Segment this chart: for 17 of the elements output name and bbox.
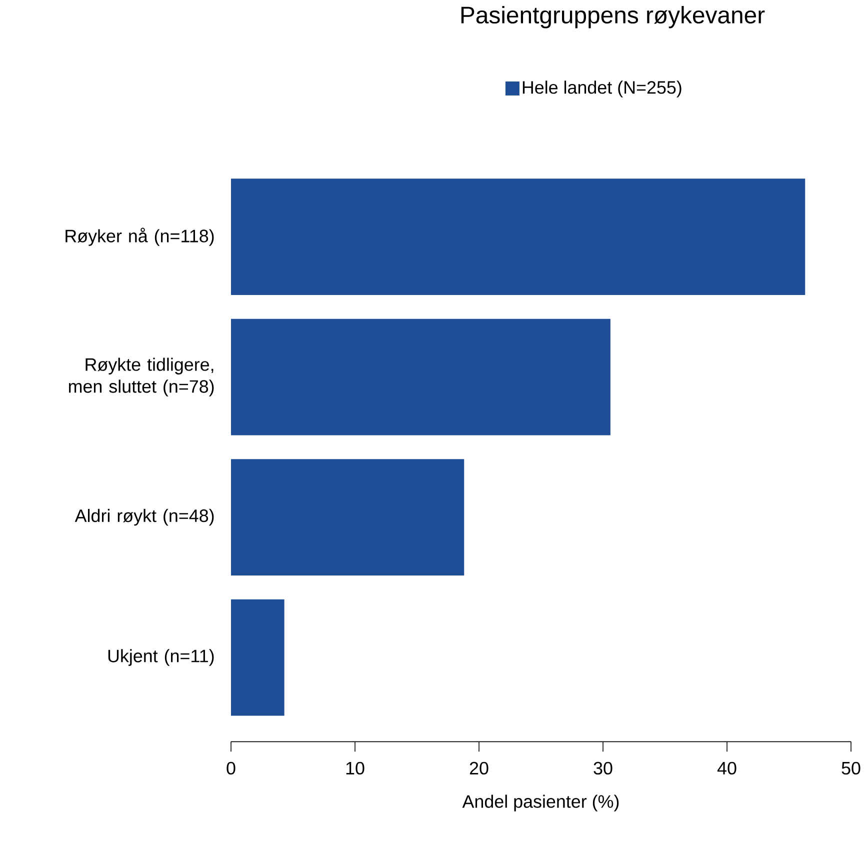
x-tick-label: 40 <box>717 762 736 775</box>
x-tick-label: 50 <box>842 762 860 775</box>
x-tick-label: 0 <box>226 762 236 775</box>
bar <box>231 459 464 576</box>
y-tick-label: Aldri røykt (n=48) <box>74 509 214 526</box>
x-axis-title: Andel pasienter (%) <box>462 794 619 812</box>
y-tick-label: Røykte tidligere, men sluttet (n=78) <box>68 358 214 397</box>
x-tick-label: 20 <box>470 762 488 775</box>
bar <box>231 178 806 296</box>
bar <box>231 319 610 436</box>
y-tick-label: Ukjent (n=11) <box>108 649 214 666</box>
chart-title: Pasientgruppens røykevaner <box>461 6 765 28</box>
bar <box>231 599 284 716</box>
x-tick-label: 30 <box>594 762 612 775</box>
x-tick-label: 10 <box>346 762 364 775</box>
y-tick-label: Røyker nå (n=118) <box>66 228 214 246</box>
legend-label: Hele landet (N=255) <box>522 80 682 98</box>
